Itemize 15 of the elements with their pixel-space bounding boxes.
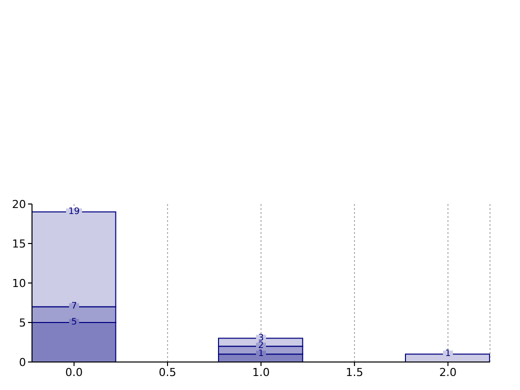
x-tick-label: 0.5 — [158, 366, 176, 379]
y-tick-label: 10 — [12, 276, 26, 290]
x-tick-label: 1.0 — [252, 366, 270, 379]
annotation: 7 — [71, 302, 77, 312]
y-tick-label: 20 — [12, 198, 26, 211]
x-tick-label: 1.5 — [346, 366, 364, 379]
y-tick-label: 0 — [19, 356, 26, 369]
data-label: 5 — [71, 318, 77, 328]
total-label: 1 — [445, 349, 451, 360]
y-tick-label: 5 — [19, 316, 26, 330]
x-tick-label: 2.0 — [439, 366, 457, 379]
data-label: 1 — [258, 349, 264, 360]
y-tick-label: 15 — [12, 237, 26, 250]
x-tick-label: 0.0 — [65, 366, 83, 379]
total-label: 19 — [68, 206, 80, 217]
